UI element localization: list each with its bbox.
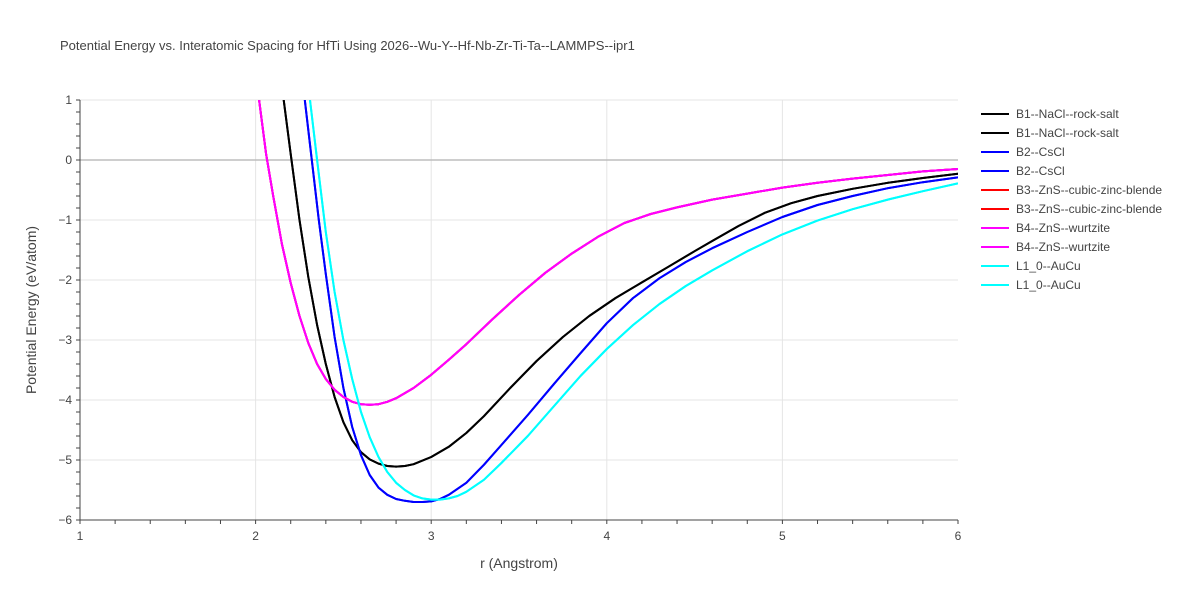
legend-label: B4--ZnS--wurtzite <box>1016 240 1110 254</box>
legend-label: B4--ZnS--wurtzite <box>1016 221 1110 235</box>
legend-item[interactable]: B1--NaCl--rock-salt <box>981 107 1119 121</box>
x-tick-label: 6 <box>955 529 962 543</box>
legend-item[interactable]: B2--CsCl <box>981 145 1065 159</box>
legend-label: B1--NaCl--rock-salt <box>1016 107 1119 121</box>
series-line-b3-zns-cubic-zinc-blende-4 <box>258 100 958 406</box>
legend: B1--NaCl--rock-salt B1--NaCl--rock-salt B2… <box>981 107 1162 292</box>
x-tick-label: 4 <box>603 529 610 543</box>
x-tick-label: 5 <box>779 529 786 543</box>
minor-ticks <box>76 99 959 524</box>
y-tick-label: −5 <box>58 453 72 467</box>
legend-item[interactable]: B3--ZnS--cubic-zinc-blende <box>981 183 1162 197</box>
series-line-b2-cscl-3 <box>303 100 958 503</box>
x-axis-title: r (Angstrom) <box>480 555 558 571</box>
series-line-b1-nacl-rock-salt-0 <box>282 100 958 468</box>
y-tick-labels: 1 0 −1 −2 −3 −4 −5 −6 <box>58 93 72 527</box>
series-line-b1-nacl-rock-salt-1 <box>282 100 958 468</box>
legend-label: B3--ZnS--cubic-zinc-blende <box>1016 202 1162 216</box>
legend-item[interactable]: B2--CsCl <box>981 164 1065 178</box>
plot-area <box>258 100 958 503</box>
series-line-b4-zns-wurtzite-6 <box>258 100 958 406</box>
y-tick-label: −2 <box>58 273 72 287</box>
x-tick-labels: 1 2 3 4 5 6 <box>77 529 962 543</box>
chart-title: Potential Energy vs. Interatomic Spacing… <box>60 38 635 53</box>
series-line-l1-0-aucu-9 <box>309 100 958 501</box>
legend-label: B3--ZnS--cubic-zinc-blende <box>1016 183 1162 197</box>
series-line-b3-zns-cubic-zinc-blende-5 <box>258 100 958 406</box>
legend-item[interactable]: B4--ZnS--wurtzite <box>981 240 1110 254</box>
series-line-b4-zns-wurtzite-7 <box>258 100 958 406</box>
legend-label: L1_0--AuCu <box>1016 278 1081 292</box>
legend-item[interactable]: L1_0--AuCu <box>981 259 1081 273</box>
legend-item[interactable]: B1--NaCl--rock-salt <box>981 126 1119 140</box>
legend-item[interactable]: B3--ZnS--cubic-zinc-blende <box>981 202 1162 216</box>
legend-label: B2--CsCl <box>1016 164 1065 178</box>
legend-label: B2--CsCl <box>1016 145 1065 159</box>
x-tick-label: 1 <box>77 529 84 543</box>
legend-item[interactable]: B4--ZnS--wurtzite <box>981 221 1110 235</box>
y-tick-label: −1 <box>58 213 72 227</box>
legend-label: B1--NaCl--rock-salt <box>1016 126 1119 140</box>
grid <box>80 99 958 521</box>
x-tick-label: 3 <box>428 529 435 543</box>
axes <box>79 100 958 521</box>
y-axis-title: Potential Energy (eV/atom) <box>23 226 39 394</box>
y-tick-label: −6 <box>58 513 72 527</box>
y-tick-label: 0 <box>65 153 72 167</box>
y-tick-label: 1 <box>65 93 72 107</box>
y-tick-label: −3 <box>58 333 72 347</box>
x-tick-label: 2 <box>252 529 259 543</box>
legend-item[interactable]: L1_0--AuCu <box>981 278 1081 292</box>
legend-label: L1_0--AuCu <box>1016 259 1081 273</box>
y-tick-label: −4 <box>58 393 72 407</box>
